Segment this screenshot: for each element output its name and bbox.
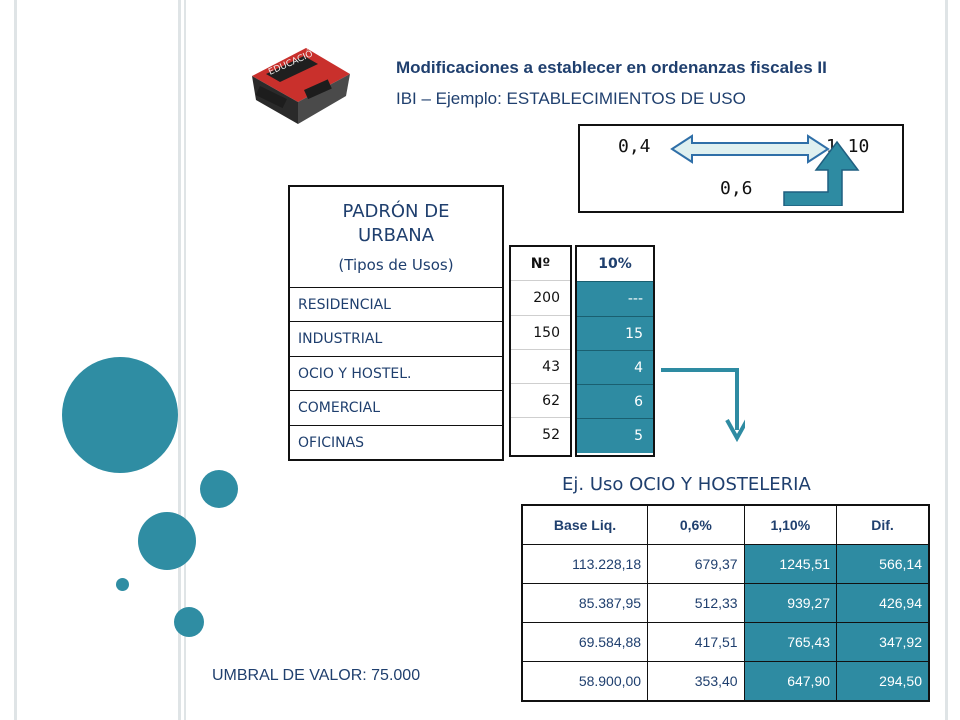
example-title: Ej. Uso OCIO Y HOSTELERIA	[562, 474, 811, 495]
count-header: Nº	[511, 247, 570, 282]
table-cell: 647,90	[743, 661, 838, 702]
table-row: 113.228,18 679,37 1245,51 566,14	[521, 544, 930, 584]
decor-line	[945, 0, 948, 720]
table-row: 69.584,88 417,51 765,43 347,92	[521, 622, 930, 662]
table-cell: 113.228,18	[521, 544, 649, 584]
padron-row: OFICINAS	[298, 434, 365, 451]
count-cell: 62	[511, 384, 570, 419]
rate-box: 0,4 1,10 0,6	[578, 124, 904, 213]
table-cell: 353,40	[647, 661, 745, 702]
count-cell: 43	[511, 350, 570, 385]
table-cell: 1245,51	[743, 544, 838, 584]
table-row: 58.900,00 353,40 647,90 294,50	[521, 661, 930, 702]
padron-row: COMERCIAL	[290, 391, 502, 426]
table-cell: 69.584,88	[521, 622, 649, 662]
padron-table: PADRÓN DE URBANA (Tipos de Usos) RESIDEN…	[288, 185, 504, 461]
slide-title: Modificaciones a establecer en ordenanza…	[396, 58, 827, 77]
decor-circle	[174, 607, 204, 637]
table-cell: 679,37	[647, 544, 745, 584]
count-column: Nº 200 150 43 62 52	[509, 245, 572, 457]
double-arrow-icon	[670, 134, 830, 164]
table-cell: 939,27	[743, 583, 838, 623]
padron-row: INDUSTRIAL	[290, 322, 502, 357]
table-cell: 58.900,00	[521, 661, 649, 702]
decor-line	[178, 0, 181, 720]
table-cell: 765,43	[743, 622, 838, 662]
ten-percent-cell: 4	[577, 349, 653, 385]
table-cell: 347,92	[836, 622, 930, 662]
house-logo-icon: EDUCACIÓ	[252, 47, 350, 124]
count-cell: 52	[542, 427, 560, 444]
bent-up-arrow-icon	[783, 140, 860, 206]
header-dif: Dif.	[836, 504, 930, 545]
ten-percent-cell: ---	[577, 281, 653, 316]
table-header-row: Base Liq. 0,6% 1,10% Dif.	[521, 504, 930, 545]
header-rate-low: 0,6%	[647, 504, 745, 545]
example-table: Base Liq. 0,6% 1,10% Dif. 113.228,18 679…	[521, 504, 930, 702]
rate-base: 0,6	[720, 178, 753, 199]
decor-line	[14, 0, 17, 720]
ten-percent-column: 10% --- 15 4 6 5	[575, 245, 655, 457]
table-row: 85.387,95 512,33 939,27 426,94	[521, 583, 930, 623]
ten-percent-cell: 5	[577, 418, 653, 453]
table-cell: 294,50	[836, 661, 930, 702]
count-cell: 200	[511, 281, 570, 316]
decor-circle	[138, 512, 196, 570]
header-rate-high: 1,10%	[743, 504, 838, 545]
ten-percent-cell: 15	[577, 315, 653, 350]
padron-subtitle: (Tipos de Usos)	[338, 256, 454, 274]
header-base-liq: Base Liq.	[521, 504, 649, 545]
table-cell: 426,94	[836, 583, 930, 623]
count-cell: 150	[511, 316, 570, 350]
rate-left: 0,4	[618, 136, 651, 157]
padron-title: PADRÓN DE URBANA	[342, 201, 450, 246]
elbow-down-arrow-icon	[661, 368, 745, 443]
padron-row: OCIO Y HOSTEL.	[290, 357, 502, 392]
padron-header: PADRÓN DE URBANA (Tipos de Usos)	[290, 187, 502, 288]
decor-circle-large	[62, 357, 178, 473]
ten-percent-header: 10%	[577, 247, 653, 282]
table-cell: 566,14	[836, 544, 930, 584]
slide-subtitle: IBI – Ejemplo: ESTABLECIMIENTOS DE USO	[396, 89, 746, 108]
table-cell: 85.387,95	[521, 583, 649, 623]
threshold-text: UMBRAL DE VALOR: 75.000	[212, 667, 421, 684]
decor-circle	[200, 470, 238, 508]
padron-row: RESIDENCIAL	[290, 288, 502, 323]
decor-line	[184, 0, 186, 720]
table-cell: 512,33	[647, 583, 745, 623]
decor-circle-small	[116, 578, 129, 591]
ten-percent-cell: 6	[577, 384, 653, 419]
table-cell: 417,51	[647, 622, 745, 662]
